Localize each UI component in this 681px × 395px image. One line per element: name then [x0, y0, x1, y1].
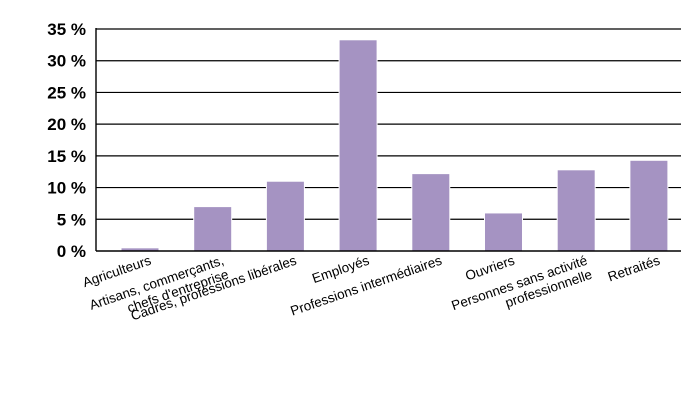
bar [556, 169, 596, 252]
bar [265, 180, 305, 252]
bars [120, 39, 669, 252]
category-label-line: Retraités [606, 253, 662, 285]
bar [629, 159, 669, 252]
bar [338, 39, 378, 252]
y-tick-label: 25 % [47, 83, 86, 102]
bar [411, 173, 451, 252]
bar [484, 212, 523, 252]
y-tick-label: 35 % [47, 20, 86, 39]
y-tick-label: 5 % [57, 210, 86, 229]
y-tick-label: 10 % [47, 179, 86, 198]
gridlines [96, 28, 681, 220]
category-label: Retraités [606, 253, 662, 285]
y-tick-label: 15 % [47, 147, 86, 166]
category-label: Personnes sans activitéprofessionnelle [449, 253, 594, 328]
y-tick-label: 20 % [47, 115, 86, 134]
y-tick-labels: 0 % 5 % 10 % 15 % 20 % 25 % 30 % 35 % [47, 20, 86, 261]
y-tick-label: 0 % [57, 242, 86, 261]
axes [95, 28, 681, 252]
y-tick-label: 30 % [47, 52, 86, 71]
bar [193, 206, 233, 252]
